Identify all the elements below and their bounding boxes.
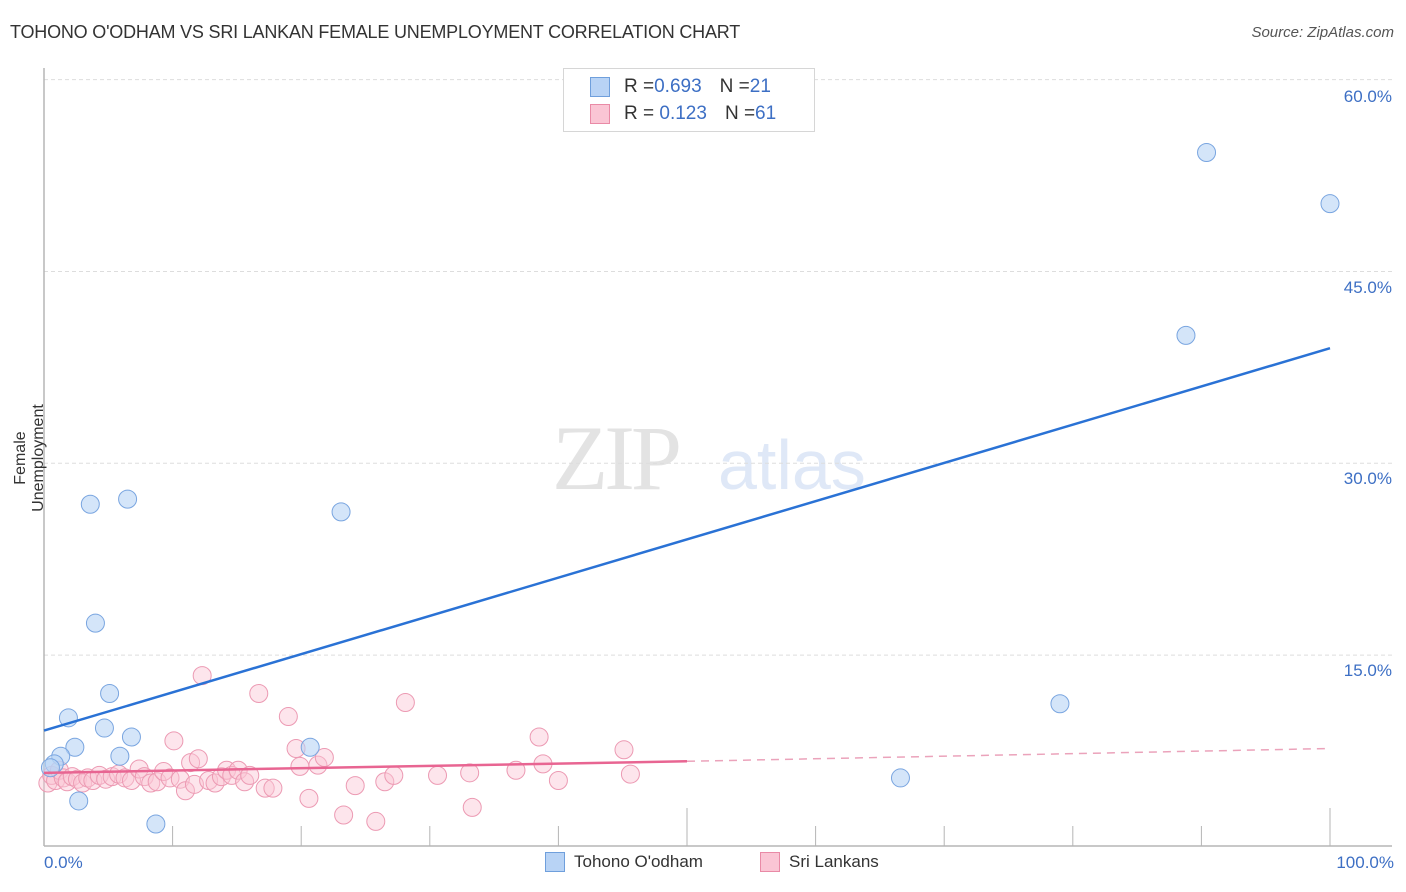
n-value: 21 xyxy=(749,76,771,97)
watermark-zip: ZIP xyxy=(552,407,682,509)
legend-row-tohono: R = 0.693 N = 21 xyxy=(590,76,771,98)
gridlines xyxy=(44,79,1392,656)
r-value: 0.693 xyxy=(654,76,702,97)
r-value: 0.123 xyxy=(654,103,707,124)
y-tick-45: 45.0% xyxy=(1343,278,1392,297)
tohono-points xyxy=(40,143,1340,834)
bottom-legend-tohono[interactable]: Tohono O'odham xyxy=(545,852,703,872)
y-tick-30: 30.0% xyxy=(1343,469,1392,488)
x-tick-0: 0.0% xyxy=(44,853,83,872)
r-label: R = xyxy=(624,76,655,97)
trend-lines xyxy=(43,346,1331,775)
bottom-legend-label: Sri Lankans xyxy=(789,852,879,871)
x-tick-100: 100.0% xyxy=(1336,853,1394,872)
bottom-legend-label: Tohono O'odham xyxy=(574,852,703,871)
sri-lankans-points xyxy=(38,666,640,831)
n-label: N = xyxy=(724,103,756,124)
watermark-atlas: atlas xyxy=(718,426,866,504)
tohono-swatch xyxy=(545,852,565,872)
legend-row-sri-lankans: R = 0.123 N = 61 xyxy=(590,103,776,125)
bottom-legend-sri-lankans[interactable]: Sri Lankans xyxy=(760,852,879,872)
n-label: N = xyxy=(719,76,750,97)
sri-lankans-swatch xyxy=(590,104,610,124)
n-value: 61 xyxy=(755,103,777,124)
y-tick-60: 60.0% xyxy=(1343,87,1392,106)
tohono-swatch xyxy=(590,77,610,97)
sri-lankans-swatch xyxy=(760,852,780,872)
chart-title: TOHONO O'ODHAM VS SRI LANKAN FEMALE UNEM… xyxy=(10,22,741,42)
axes xyxy=(43,68,1392,847)
y-tick-15: 15.0% xyxy=(1343,661,1392,680)
y-axis-label: Female Unemployment xyxy=(12,404,47,512)
correlation-legend: R = 0.693 N = 21 R = 0.123 N = 61 xyxy=(563,68,815,132)
r-label: R = xyxy=(624,103,655,124)
source-label: Source: ZipAtlas.com xyxy=(1251,24,1394,41)
